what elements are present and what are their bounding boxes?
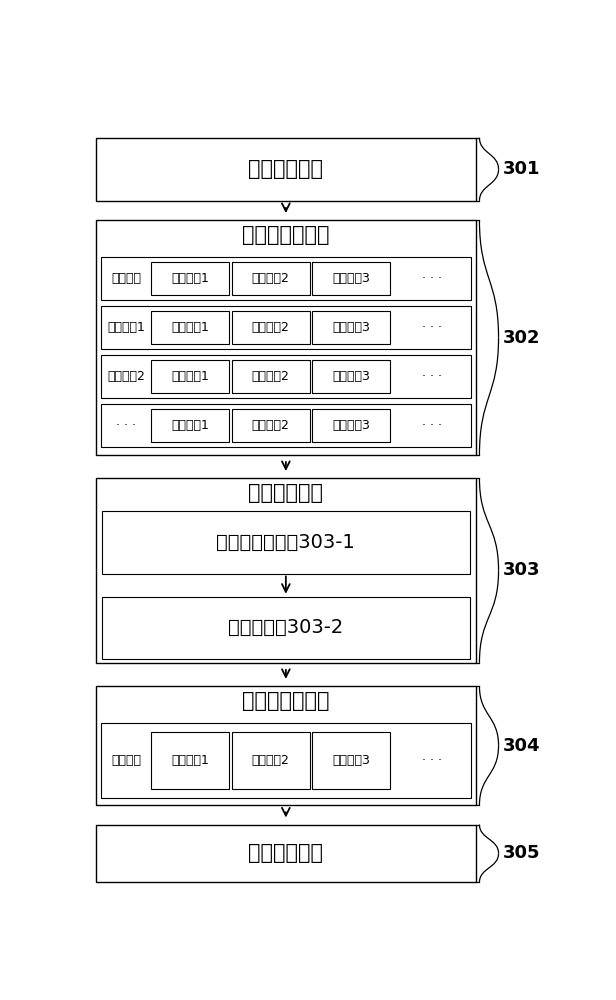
Bar (101, 723, 471, 798)
Text: 匹配子单元303-2: 匹配子单元303-2 (229, 618, 344, 637)
Text: · · ·: · · · (422, 419, 442, 432)
Text: · · ·: · · · (116, 419, 136, 432)
Bar (101, 355, 471, 398)
Bar (232, 360, 310, 393)
Text: 305: 305 (503, 844, 540, 862)
Text: 交易订单2: 交易订单2 (252, 419, 290, 432)
Bar (96, 686, 476, 805)
Text: 交易订单3: 交易订单3 (332, 321, 370, 334)
Bar (312, 311, 391, 344)
Bar (151, 360, 229, 393)
Text: 交易订单3: 交易订单3 (332, 272, 370, 285)
Bar (151, 311, 229, 344)
Bar (312, 409, 391, 442)
Bar (151, 262, 229, 295)
Text: 匹配准备子单元303-1: 匹配准备子单元303-1 (216, 533, 355, 552)
Bar (96, 220, 476, 455)
Bar (312, 262, 391, 295)
Text: 交易订单1: 交易订单1 (171, 321, 209, 334)
Text: 结果订单3: 结果订单3 (332, 754, 370, 767)
Text: · · ·: · · · (422, 754, 442, 767)
Text: 交易订单2: 交易订单2 (252, 321, 290, 334)
Text: · · ·: · · · (422, 370, 442, 383)
Bar (232, 409, 310, 442)
Text: 交易订单1: 交易订单1 (171, 419, 209, 432)
Text: 交易订单3: 交易订单3 (332, 419, 370, 432)
Bar (101, 404, 471, 447)
Text: 交易订单3: 交易订单3 (332, 370, 370, 383)
Bar (151, 409, 229, 442)
Bar (102, 511, 470, 574)
Text: 302: 302 (503, 329, 540, 347)
Text: 304: 304 (503, 737, 540, 755)
Bar (312, 360, 391, 393)
Bar (102, 597, 470, 659)
Bar (101, 306, 471, 349)
Text: · · ·: · · · (422, 272, 442, 285)
Text: 301: 301 (503, 160, 540, 178)
Text: 第一消息中间件: 第一消息中间件 (242, 225, 330, 245)
Text: 结果订单1: 结果订单1 (171, 754, 209, 767)
Text: 交易订单1: 交易订单1 (171, 272, 209, 285)
Text: 结果订单2: 结果订单2 (252, 754, 290, 767)
Bar (101, 257, 471, 300)
Text: 预约处理单元: 预约处理单元 (248, 159, 323, 179)
Text: 首次队列: 首次队列 (111, 272, 141, 285)
Bar (232, 262, 310, 295)
Bar (96, 478, 476, 663)
Text: · · ·: · · · (422, 321, 442, 334)
Text: 重试队列1: 重试队列1 (107, 321, 145, 334)
Text: 匹配处理单元: 匹配处理单元 (248, 483, 323, 503)
Text: 重试队列2: 重试队列2 (107, 370, 145, 383)
Text: 交易订单2: 交易订单2 (252, 272, 290, 285)
Text: 第二消息中间件: 第二消息中间件 (242, 691, 330, 711)
Text: 结果处理单元: 结果处理单元 (248, 843, 323, 863)
Bar (312, 732, 391, 789)
Bar (151, 732, 229, 789)
Text: 303: 303 (503, 561, 540, 579)
Text: 交易订单2: 交易订单2 (252, 370, 290, 383)
Bar (96, 138, 476, 201)
Bar (232, 732, 310, 789)
Text: 交易订单1: 交易订单1 (171, 370, 209, 383)
Bar (96, 825, 476, 882)
Text: 结果队列: 结果队列 (111, 754, 141, 767)
Bar (232, 311, 310, 344)
